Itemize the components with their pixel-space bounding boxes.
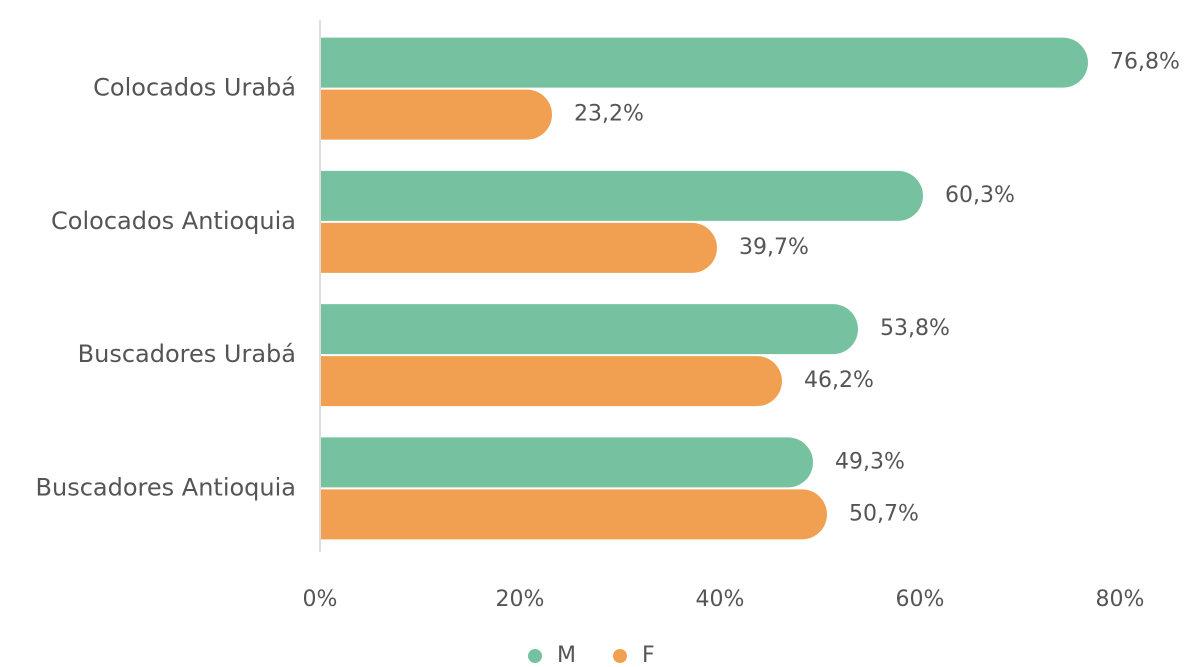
y-tick-label: Buscadores Antioquia [36, 473, 296, 501]
bar [320, 489, 827, 540]
data-label: 53,8% [880, 316, 950, 341]
bar [320, 89, 552, 140]
legend-marker [528, 649, 542, 663]
y-tick-label: Buscadores Urabá [78, 340, 296, 368]
data-label: 76,8% [1110, 50, 1180, 75]
data-label: 50,7% [849, 501, 919, 526]
legend-label: M [557, 643, 576, 667]
data-label: 23,2% [574, 102, 644, 127]
legend-label: F [642, 643, 655, 667]
bar [320, 356, 782, 407]
x-tick-label: 60% [896, 587, 945, 612]
bar [320, 222, 717, 273]
x-tick-label: 80% [1096, 587, 1145, 612]
data-label: 39,7% [739, 235, 809, 260]
data-label: 49,3% [835, 449, 905, 474]
legend-marker [613, 649, 627, 663]
x-tick-label: 0% [303, 587, 338, 612]
x-tick-label: 40% [696, 587, 745, 612]
bar [320, 437, 813, 488]
bar [320, 37, 1088, 88]
y-tick-label: Colocados Antioquia [51, 207, 296, 235]
y-tick-label: Colocados Urabá [93, 74, 296, 102]
data-label: 60,3% [945, 183, 1015, 208]
bar [320, 304, 858, 355]
data-label: 46,2% [804, 368, 874, 393]
bar [320, 170, 923, 221]
x-tick-label: 20% [496, 587, 545, 612]
